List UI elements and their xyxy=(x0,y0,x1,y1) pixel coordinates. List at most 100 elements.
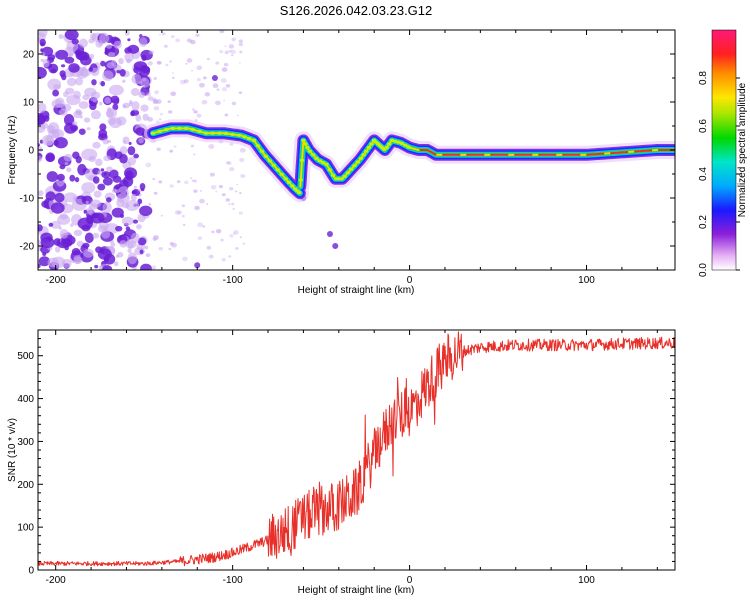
noise-blob xyxy=(60,238,73,248)
noise-blob xyxy=(127,156,137,166)
noise-blob xyxy=(61,258,72,268)
noise-blob xyxy=(128,141,132,145)
noise-blob xyxy=(148,203,152,206)
noise-blob xyxy=(52,89,60,97)
ridge-blob xyxy=(217,131,222,135)
ridge-blob xyxy=(314,156,319,160)
noise-blob xyxy=(88,67,93,72)
noise-blob xyxy=(231,202,235,206)
spectrogram-y-tick-label: -20 xyxy=(20,242,35,253)
noise-blob xyxy=(88,203,99,210)
spectrogram-y-tick-label: 20 xyxy=(23,50,35,61)
noise-blob xyxy=(332,243,339,249)
noise-blob xyxy=(185,62,188,65)
noise-blob xyxy=(208,144,215,149)
noise-blob xyxy=(130,193,137,202)
noise-blob xyxy=(201,99,208,105)
noise-blob xyxy=(47,257,59,268)
noise-blob xyxy=(89,102,97,111)
noise-blob xyxy=(71,121,78,126)
ridge-blob xyxy=(223,131,229,136)
noise-blob xyxy=(171,72,174,74)
noise-blob xyxy=(169,184,174,188)
noise-blob xyxy=(193,189,198,193)
spectrogram-x-tick-label: 100 xyxy=(578,275,595,286)
noise-blob xyxy=(56,173,65,182)
noise-blob xyxy=(45,153,55,163)
noise-blob xyxy=(194,262,201,269)
noise-blob xyxy=(125,58,132,64)
noise-blob xyxy=(55,49,69,60)
ridge-blob xyxy=(364,149,369,153)
noise-blob xyxy=(202,225,206,228)
noise-blob xyxy=(113,64,122,72)
noise-blob xyxy=(81,182,96,194)
ridge-blob xyxy=(305,146,310,150)
noise-blob xyxy=(60,232,68,239)
noise-blob xyxy=(38,102,47,113)
noise-blob xyxy=(174,210,181,215)
noise-blob xyxy=(122,136,130,145)
noise-blob xyxy=(97,225,108,233)
noise-blob xyxy=(239,192,242,195)
noise-blob xyxy=(223,99,225,102)
noise-blob xyxy=(74,177,80,183)
ridge-blob xyxy=(259,149,265,153)
noise-blob xyxy=(163,44,168,48)
snr-y-ticks: 0 100 200 300 400 500 xyxy=(17,329,675,577)
noise-blob xyxy=(83,248,94,258)
noise-blob xyxy=(169,60,172,63)
ridge-blob xyxy=(164,128,169,132)
noise-blob xyxy=(186,38,192,43)
noise-blob xyxy=(194,119,198,122)
ridge-blob xyxy=(299,158,305,162)
ridge-blob xyxy=(389,138,395,142)
snr-y-tick-label: 200 xyxy=(17,480,34,491)
colorbar-tick-label: 0.8 xyxy=(698,71,709,85)
noise-blob xyxy=(139,205,153,217)
noise-blob xyxy=(127,44,140,54)
noise-blob xyxy=(110,242,116,247)
snr-y-tick-label: 300 xyxy=(17,437,34,448)
noise-blob xyxy=(228,203,231,205)
noise-blob xyxy=(113,40,122,49)
noise-blob xyxy=(76,240,84,247)
ridge-blob xyxy=(358,156,364,160)
noise-blob xyxy=(99,101,103,106)
noise-blob xyxy=(193,179,197,183)
ridge-blob xyxy=(242,135,247,139)
spectrogram-x-ticks: -200 -100 0 100 xyxy=(46,30,658,286)
noise-blob xyxy=(82,66,87,71)
ridge-blob xyxy=(310,153,316,157)
noise-blob xyxy=(66,167,72,173)
noise-blob xyxy=(45,191,56,201)
noise-blob xyxy=(145,162,152,168)
snr-x-tick-label: 0 xyxy=(407,575,413,586)
noise-blob xyxy=(127,146,136,156)
noise-blob xyxy=(100,168,105,172)
noise-blob xyxy=(131,74,142,85)
noise-blob xyxy=(238,39,244,43)
snr-x-tick-label: -100 xyxy=(223,575,243,586)
noise-blob xyxy=(238,62,241,64)
noise-blob xyxy=(182,223,186,226)
noise-blob xyxy=(53,139,59,147)
noise-blob xyxy=(108,84,124,96)
noise-blob xyxy=(225,161,230,165)
noise-blob xyxy=(72,196,77,201)
noise-blob xyxy=(176,210,183,215)
noise-blob xyxy=(209,172,215,177)
noise-blob xyxy=(156,147,161,151)
colorbar: 0.0 0.2 0.4 0.6 0.8 Normalized spectral ampl… xyxy=(698,29,748,277)
noise-blob xyxy=(117,252,124,258)
noise-blob xyxy=(38,190,44,197)
noise-blob xyxy=(92,141,101,149)
noise-blob xyxy=(102,138,109,145)
noise-blob xyxy=(236,114,239,117)
noise-blob xyxy=(165,63,169,67)
noise-blob xyxy=(152,99,159,104)
noise-blob xyxy=(38,146,43,153)
noise-blob xyxy=(238,91,243,94)
noise-blob xyxy=(169,149,174,153)
ridge-blob xyxy=(330,173,336,177)
